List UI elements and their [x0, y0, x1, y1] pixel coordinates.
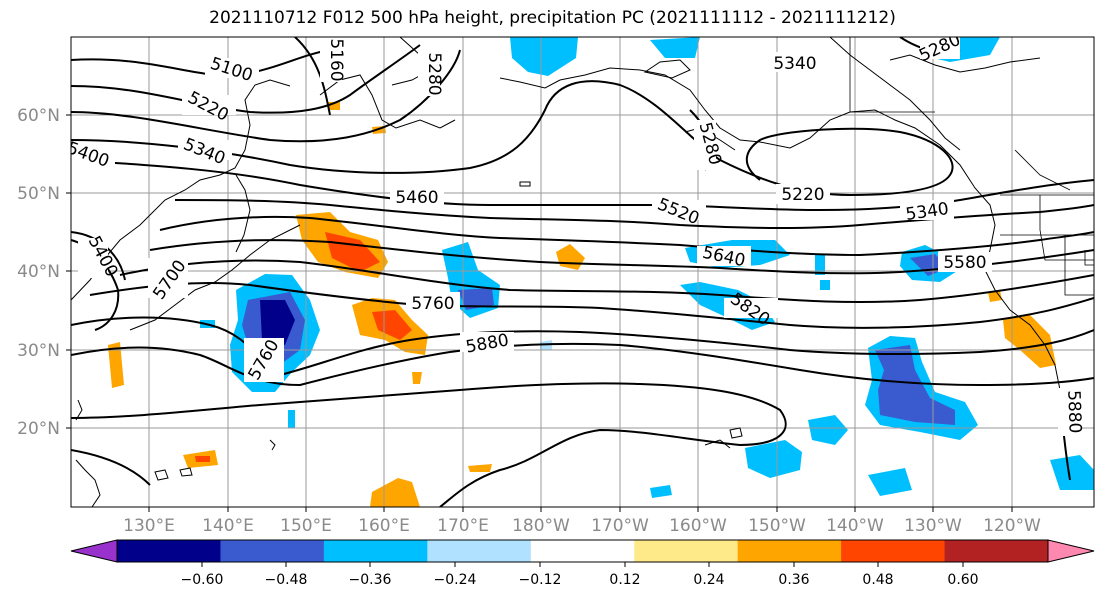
lon-label: 150°W — [748, 516, 806, 536]
colorbar-segment — [737, 540, 842, 562]
colorbar-label: −0.48 — [265, 572, 308, 588]
contour-label: 5220 — [781, 185, 824, 205]
lon-label: 170°W — [591, 516, 649, 536]
colorbar-segment — [944, 540, 1049, 562]
colorbar-outline — [116, 539, 1049, 563]
colorbar-label: −0.60 — [181, 572, 224, 588]
colorbar — [70, 539, 1095, 563]
colorbar-segment — [220, 540, 325, 562]
latitude-labels: 60°N 50°N 40°N 30°N 20°N — [17, 106, 60, 439]
axis-ticks — [66, 114, 1013, 512]
lat-label: 30°N — [17, 341, 60, 361]
lon-label: 170°E — [437, 516, 489, 536]
contour-label: 5160 — [326, 38, 346, 81]
lat-label: 20°N — [17, 419, 60, 439]
colorbar-label: −0.24 — [434, 572, 477, 588]
lon-label: 130°E — [123, 516, 175, 536]
colorbar-segment — [427, 540, 532, 562]
contour-label: 5760 — [411, 294, 454, 314]
colorbar-segment — [530, 540, 635, 562]
lon-label: 160°W — [669, 516, 727, 536]
colorbar-label: 0.12 — [609, 572, 640, 588]
lon-label: 140°W — [826, 516, 884, 536]
colorbar-ticks — [201, 562, 964, 567]
colorbar-label: 0.36 — [778, 572, 809, 588]
lon-label: 160°E — [358, 516, 410, 536]
colorbar-label: 0.48 — [862, 572, 893, 588]
contour-label: 5460 — [395, 188, 438, 208]
map-border — [70, 36, 1095, 508]
colorbar-labels: −0.60 −0.48 −0.36 −0.24 −0.12 0.12 0.24 … — [181, 572, 979, 588]
lat-label: 60°N — [17, 106, 60, 126]
lon-label: 120°W — [983, 516, 1041, 536]
lon-label: 140°E — [202, 516, 254, 536]
lon-label: 150°E — [280, 516, 332, 536]
contour-label: 5580 — [943, 253, 986, 273]
colorbar-segment — [634, 540, 739, 562]
lon-label: 130°W — [904, 516, 962, 536]
coastlines — [71, 37, 1071, 507]
colorbar-segment — [323, 540, 428, 562]
colorbar-segment — [117, 540, 221, 562]
contour-label: 5340 — [773, 54, 816, 74]
map-title: 2021110712 F012 500 hPa height, precipit… — [209, 8, 896, 28]
colorbar-label: 0.60 — [947, 572, 978, 588]
graticule — [71, 37, 1094, 507]
lat-label: 50°N — [17, 184, 60, 204]
contour-label: 5280 — [424, 52, 444, 95]
colorbar-label: −0.36 — [349, 572, 392, 588]
colorbar-extend-low — [70, 539, 118, 563]
colorbar-label: −0.12 — [519, 572, 562, 588]
colorbar-label: 0.24 — [693, 572, 724, 588]
lon-label: 180°W — [512, 516, 570, 536]
lat-label: 40°N — [17, 262, 60, 282]
colorbar-extend-high — [1047, 539, 1095, 563]
colorbar-segment — [841, 540, 946, 562]
longitude-labels: 130°E 140°E 150°E 160°E 170°E 180°W 170°… — [123, 516, 1041, 536]
contour-label: 5880 — [1063, 390, 1084, 434]
